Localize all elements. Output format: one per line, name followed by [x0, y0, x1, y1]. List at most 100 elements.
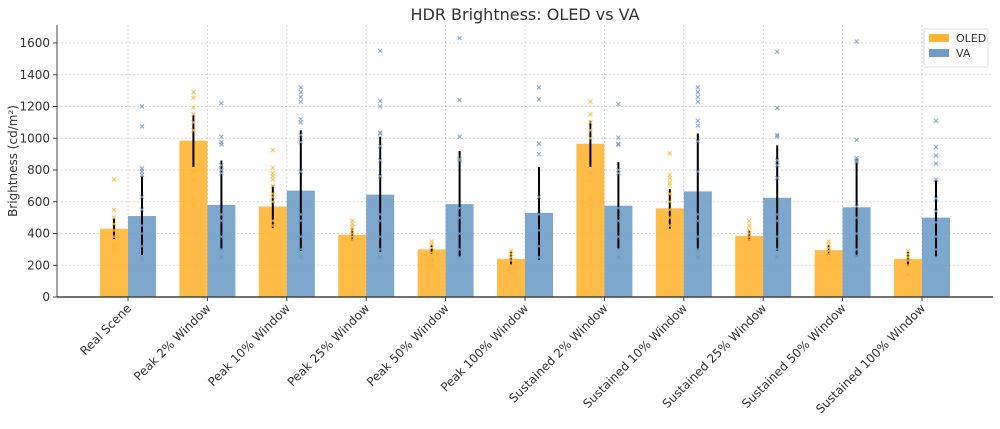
- legend-swatch-oled: [929, 34, 949, 42]
- y-tick-label: 1200: [19, 100, 50, 114]
- scatter-point-va: [218, 162, 224, 168]
- scatter-point-va: [377, 173, 383, 179]
- x-tick-label: Peak 100% Window: [438, 301, 531, 394]
- scatter-point-va: [695, 212, 701, 217]
- scatter-point-oled: [429, 262, 435, 268]
- scatter-point-va: [377, 234, 383, 240]
- scatter-point-oled: [508, 258, 514, 263]
- scatter-point-oled: [190, 112, 196, 117]
- scatter-point-va: [298, 246, 304, 252]
- scatter-point-va: [933, 254, 939, 260]
- scatter-point-va: [695, 234, 701, 240]
- legend-swatch-va: [929, 49, 949, 57]
- scatter-point-va: [139, 258, 145, 263]
- scatter-point-oled: [190, 196, 196, 201]
- scatter-point-va: [933, 208, 939, 214]
- scatter-point-va: [615, 101, 621, 107]
- scatter-point-va: [218, 142, 224, 148]
- scatter-point-va: [695, 89, 701, 95]
- scatter-point-oled: [270, 165, 276, 171]
- scatter-point-oled: [190, 104, 196, 110]
- scatter-point-va: [774, 162, 780, 168]
- legend-label-va: VA: [956, 47, 971, 60]
- scatter-point-va: [933, 234, 939, 240]
- scatter-point-va: [615, 170, 621, 176]
- scatter-point-oled: [111, 215, 117, 221]
- scatter-point-oled: [587, 99, 593, 105]
- x-tick-label: Peak 2% Window: [131, 301, 213, 383]
- scatter-point-oled: [826, 256, 832, 262]
- scatter-point-va: [774, 218, 780, 224]
- scatter-point-oled: [587, 127, 593, 133]
- scatter-point-oled: [667, 199, 673, 205]
- scatter-point-va: [854, 38, 860, 44]
- scatter-point-va: [298, 132, 304, 138]
- scatter-point-va: [695, 123, 701, 128]
- bar-oled: [576, 143, 605, 297]
- scatter-point-va: [536, 227, 542, 233]
- scatter-point-va: [933, 118, 939, 124]
- scatter-point-oled: [905, 272, 911, 278]
- scatter-point-oled: [111, 227, 117, 233]
- scatter-point-va: [854, 204, 860, 209]
- scatter-point-va: [377, 131, 383, 136]
- scatter-point-va: [536, 85, 542, 90]
- chart-title: HDR Brightness: OLED vs VA: [410, 5, 639, 24]
- scatter-point-oled: [746, 237, 752, 243]
- scatter-point-va: [774, 234, 780, 240]
- scatter-point-va: [377, 104, 383, 109]
- scatter-point-va: [457, 246, 463, 252]
- scatter-point-oled: [190, 202, 196, 208]
- scatter-point-va: [298, 139, 304, 145]
- scatter-point-va: [695, 85, 701, 90]
- scatter-point-oled: [270, 177, 276, 182]
- scatter-point-oled: [429, 250, 435, 255]
- scatter-point-va: [139, 194, 145, 200]
- y-tick-label: 1600: [19, 36, 50, 50]
- scatter-point-va: [377, 48, 383, 54]
- scatter-point-va: [298, 218, 304, 224]
- scatter-point-va: [933, 196, 939, 201]
- scatter-point-va: [377, 158, 383, 163]
- scatter-point-oled: [111, 234, 117, 240]
- scatter-point-va: [695, 254, 701, 260]
- scatter-point-oled: [429, 245, 435, 251]
- scatter-point-va: [774, 254, 780, 260]
- x-tick-label: Peak 50% Window: [364, 301, 452, 389]
- y-tick-label: 1400: [19, 68, 50, 82]
- scatter-point-va: [695, 99, 701, 105]
- scatter-point-va: [615, 234, 621, 240]
- scatter-point-va: [774, 175, 780, 181]
- scatter-point-va: [774, 246, 780, 252]
- scatter-point-va: [377, 254, 383, 260]
- scatter-point-va: [377, 212, 383, 217]
- bar-oled: [100, 228, 128, 297]
- scatter-point-va: [774, 49, 780, 55]
- scatter-point-va: [139, 231, 145, 236]
- bar-oled: [417, 249, 446, 297]
- scatter-point-va: [298, 99, 304, 105]
- scatter-point-va: [854, 215, 860, 221]
- bar-oled: [814, 250, 843, 297]
- scatter-point-oled: [667, 207, 673, 213]
- scatter-point-oled: [746, 218, 752, 224]
- scatter-point-va: [298, 89, 304, 95]
- scatter-point-va: [536, 141, 542, 147]
- scatter-point-va: [377, 218, 383, 224]
- x-tick-label: Real Scene: [77, 301, 134, 358]
- scatter-point-va: [854, 253, 860, 259]
- scatter-point-oled: [111, 245, 117, 251]
- scatter-point-va: [695, 246, 701, 252]
- x-tick-label: Peak 10% Window: [205, 301, 293, 389]
- scatter-point-va: [139, 207, 145, 213]
- scatter-point-va: [695, 218, 701, 224]
- scatter-point-va: [218, 234, 224, 240]
- scatter-point-va: [933, 161, 939, 167]
- scatter-point-va: [457, 231, 463, 236]
- scatter-point-va: [139, 172, 145, 178]
- scatter-point-va: [536, 254, 542, 260]
- scatter-point-va: [933, 219, 939, 225]
- scatter-point-va: [774, 134, 780, 140]
- scatter-point-va: [298, 234, 304, 240]
- scatter-point-va: [615, 142, 621, 148]
